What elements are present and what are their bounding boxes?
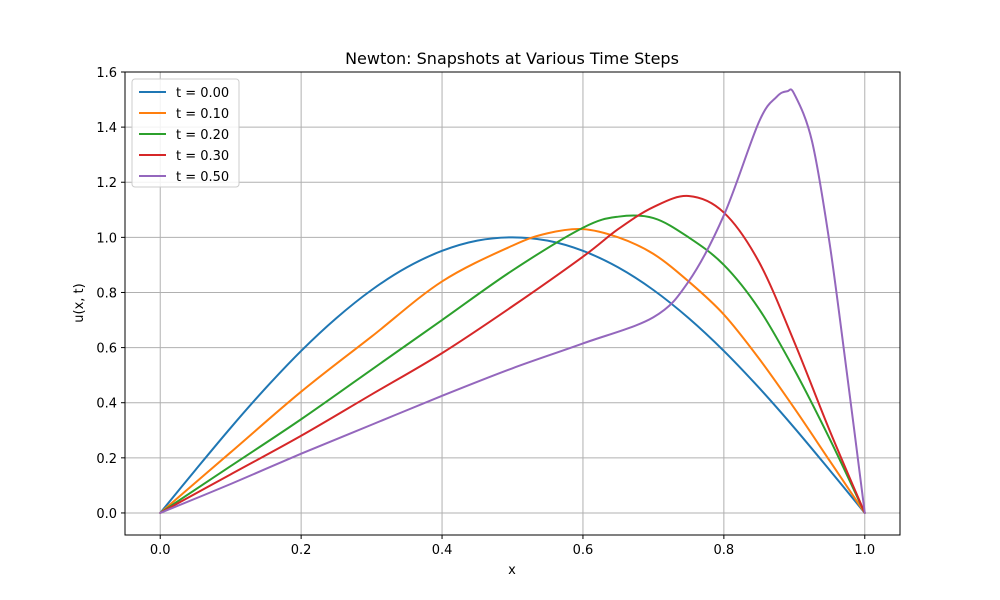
y-axis-ticks: 0.0 0.2 0.4 0.6 0.8 1.0 1.2 1.4 1.6 <box>96 66 125 522</box>
series-line <box>159 236 866 514</box>
x-axis-ticks: 0.0 0.2 0.4 0.6 0.8 1.0 <box>150 535 875 558</box>
series-lines <box>159 88 866 514</box>
x-tick-label: 0.8 <box>714 543 735 558</box>
series-line <box>159 214 866 514</box>
plot-frame <box>124 71 901 536</box>
series-line <box>159 88 866 514</box>
x-tick-label: 0.2 <box>291 543 312 558</box>
x-tick-label: 0.6 <box>573 543 594 558</box>
legend-label: t = 0.10 <box>176 107 229 122</box>
y-tick-label: 0.4 <box>96 397 117 412</box>
y-tick-label: 0.2 <box>96 452 117 467</box>
y-tick-label: 0.8 <box>96 286 117 301</box>
y-tick-label: 0.0 <box>96 507 117 522</box>
y-tick-label: 1.6 <box>96 66 117 81</box>
x-tick-label: 1.0 <box>854 543 875 558</box>
x-tick-label: 0.4 <box>432 543 453 558</box>
x-tick-label: 0.0 <box>150 543 171 558</box>
y-tick-label: 1.0 <box>96 231 117 246</box>
legend-label: t = 0.00 <box>176 86 229 101</box>
legend-label: t = 0.20 <box>176 128 229 143</box>
y-tick-label: 1.4 <box>96 121 117 136</box>
x-axis-label: x <box>508 563 516 578</box>
legend: t = 0.00 t = 0.10 t = 0.20 t = 0.30 t = 0.50 <box>131 78 240 188</box>
series-line <box>159 195 866 514</box>
chart-title: Newton: Snapshots at Various Time Steps <box>345 49 679 68</box>
legend-label: t = 0.30 <box>176 149 229 164</box>
legend-box <box>131 78 240 188</box>
y-tick-label: 0.6 <box>96 342 117 357</box>
series-line <box>159 227 866 514</box>
y-axis-label: u(x, t) <box>72 283 87 322</box>
legend-label: t = 0.50 <box>176 170 229 185</box>
y-tick-label: 1.2 <box>96 176 117 191</box>
